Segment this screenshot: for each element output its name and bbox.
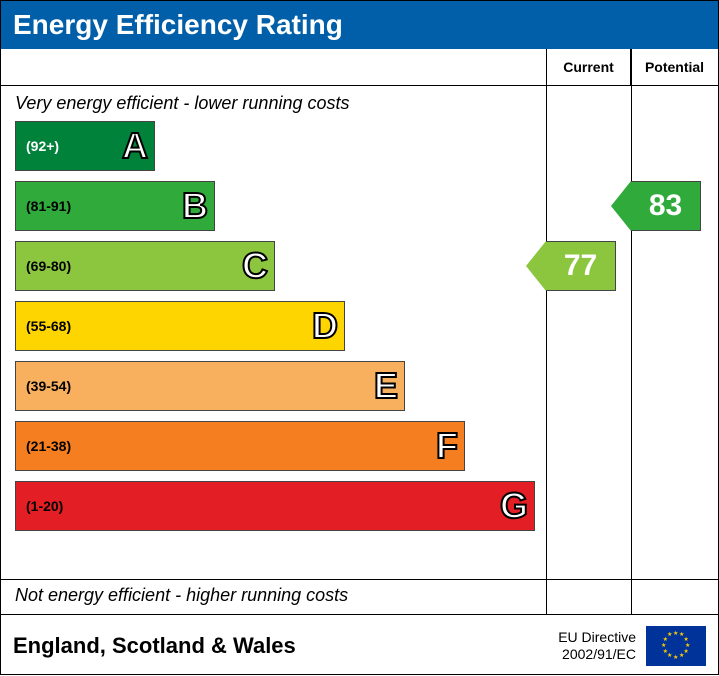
potential-rating-pointer: 83: [611, 181, 701, 231]
column-header-current: Current: [546, 49, 631, 85]
band-letter: A: [122, 125, 148, 167]
band-letter: B: [182, 185, 208, 227]
band-letter: D: [312, 305, 338, 347]
rating-bands: (92+)A (81-91)B (69-80)C (55-68)D (39-54)E (2…: [15, 121, 535, 541]
band-letter: C: [242, 245, 268, 287]
caption-inefficient: Not energy efficient - higher running co…: [15, 585, 348, 606]
rating-band-f: (21-38)F: [15, 421, 465, 471]
column-divider-1: [546, 49, 547, 614]
band-range-label: (69-80): [16, 258, 274, 274]
pointer-tip-icon: [526, 241, 546, 291]
directive-line-1: EU Directive: [558, 629, 636, 646]
region-label: England, Scotland & Wales: [13, 633, 296, 659]
caption-efficient: Very energy efficient - lower running co…: [15, 93, 350, 114]
directive-line-2: 2002/91/EC: [558, 646, 636, 663]
divider-top: [1, 85, 718, 86]
rating-band-b: (81-91)B: [15, 181, 215, 231]
band-range-label: (55-68): [16, 318, 344, 334]
rating-band-c: (69-80)C: [15, 241, 275, 291]
rating-band-d: (55-68)D: [15, 301, 345, 351]
potential-rating-value: 83: [631, 181, 701, 231]
footer-right: EU Directive 2002/91/EC ★★★★★★★★★★★★: [558, 626, 706, 666]
eu-flag-icon: ★★★★★★★★★★★★: [646, 626, 706, 666]
band-range-label: (39-54): [16, 378, 404, 394]
band-range-label: (1-20): [16, 498, 534, 514]
current-rating-pointer: 77: [526, 241, 616, 291]
chart-title: Energy Efficiency Rating: [1, 1, 718, 49]
pointer-tip-icon: [611, 181, 631, 231]
column-header-potential: Potential: [631, 49, 719, 85]
current-rating-value: 77: [546, 241, 616, 291]
chart-body: Current Potential Very energy efficient …: [1, 49, 718, 614]
epc-chart: Energy Efficiency Rating Current Potenti…: [0, 0, 719, 675]
band-letter: E: [374, 365, 398, 407]
divider-bottom: [1, 579, 718, 580]
rating-band-g: (1-20)G: [15, 481, 535, 531]
eu-directive-label: EU Directive 2002/91/EC: [558, 629, 636, 663]
chart-footer: England, Scotland & Wales EU Directive 2…: [1, 614, 718, 676]
column-divider-2: [631, 49, 632, 614]
rating-band-a: (92+)A: [15, 121, 155, 171]
band-letter: F: [436, 425, 458, 467]
band-letter: G: [500, 485, 528, 527]
band-range-label: (21-38): [16, 438, 464, 454]
rating-band-e: (39-54)E: [15, 361, 405, 411]
